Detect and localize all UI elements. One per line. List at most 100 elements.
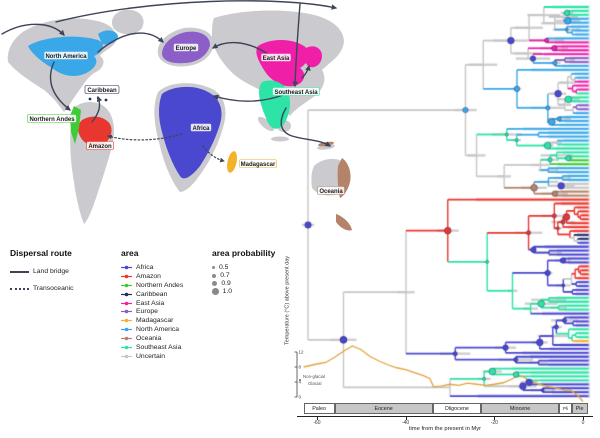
legend-item-land-bridge: Land bridge [10, 268, 74, 275]
legend-area-item: North America [121, 325, 183, 334]
legend-area-item: Uncertain [121, 352, 183, 361]
region-oceania-nz [336, 214, 352, 231]
legend-area: area Africa Amazon Northern Andes Caribb… [121, 248, 183, 361]
route-amazon-to-caribbean [91, 95, 103, 123]
route-africa-to-madagascar [202, 145, 225, 163]
area-key-icon [121, 292, 132, 296]
region-caribbean-1 [88, 97, 92, 101]
epoch-pli: Pli [559, 403, 572, 414]
transoceanic-line-icon [10, 287, 29, 290]
map-label-oceania: Oceania [317, 186, 345, 195]
route-north-america-to-europe [97, 32, 164, 53]
svg-text:Oceania: Oceania [319, 189, 343, 195]
area-key-icon [121, 354, 132, 359]
annotation-glacial: Glacial [308, 381, 322, 386]
legend-area-item: Oceania [121, 334, 183, 343]
area-key-icon [121, 318, 132, 323]
svg-text:Southeast Asia: Southeast Asia [274, 90, 318, 96]
epoch-paleo: Paleo [303, 403, 335, 414]
svg-text:4: 4 [299, 380, 302, 385]
area-key-icon [121, 336, 132, 341]
map-label-europe: Europe [173, 43, 199, 52]
svg-text:Europe: Europe [176, 46, 197, 52]
map-label-madagascar: Madagascar [239, 159, 277, 168]
svg-text:Amazon: Amazon [88, 144, 112, 150]
svg-text:Northern Andes: Northern Andes [29, 117, 75, 123]
area-key-icon [121, 345, 132, 350]
time-axis-line [297, 416, 593, 417]
area-key-icon [121, 310, 132, 314]
route-southeast-asia-to-africa [212, 94, 284, 102]
time-axis-label: time from the present in Myr [408, 426, 482, 432]
svg-text:Caribbean: Caribbean [87, 88, 117, 94]
glacial-threshold-dot-icon [299, 379, 302, 382]
legend-probability-item: 0.5 [212, 264, 275, 272]
area-key-icon [121, 265, 132, 270]
time-tick [583, 417, 584, 420]
time-tick [494, 417, 496, 420]
world-map: North America Caribbean Northern Andes A… [1, 0, 352, 231]
epoch-ple: Ple [571, 403, 588, 414]
region-east-asia-lobe [303, 46, 322, 68]
region-amazon [78, 116, 112, 147]
land-java [271, 136, 289, 142]
legend-probability-item: 0.7 [212, 272, 275, 280]
map-label-amazon: Amazon [86, 141, 114, 150]
legend-dispersal-title: Dispersal route [10, 248, 72, 258]
area-key-icon [121, 327, 132, 332]
svg-text:East Asia: East Asia [263, 56, 290, 62]
legend-area-item: Amazon [121, 272, 183, 281]
area-key-icon [121, 274, 132, 279]
region-caribbean-3 [104, 98, 108, 102]
probability-dot-icon [212, 266, 215, 270]
epoch-miocene: Miocene [480, 403, 560, 414]
probability-dot-icon [212, 281, 218, 287]
map-label-east-asia: East Asia [260, 53, 292, 62]
legend-probability-item: 1.0 [212, 288, 275, 296]
probability-dot-icon [212, 288, 219, 295]
map-label-caribbean: Caribbean [84, 85, 120, 94]
legend-area-title: area [121, 248, 139, 258]
temperature-axis: 0 4 8 12 [294, 350, 305, 400]
map-labels: North America Caribbean Northern Andes A… [27, 43, 345, 195]
legend-area-item: Southeast Asia [121, 343, 183, 352]
legend-probability-item: 0.9 [212, 280, 275, 288]
legend-area-item: Caribbean [121, 290, 183, 299]
map-label-southeast-asia: Southeast Asia [272, 87, 320, 96]
svg-text:Africa: Africa [192, 126, 210, 132]
svg-text:0: 0 [299, 395, 302, 400]
route-north-america-to-northern-andes [49, 61, 71, 111]
annotation-non-glacial: Non-glacial [303, 374, 325, 379]
legend-area-probability: area probability 0.5 0.7 0.9 1.0 [212, 248, 275, 296]
epoch-eocene: Eocene [334, 403, 433, 414]
route-africa-to-amazon [107, 133, 183, 141]
route-west-to-north-america [1, 23, 65, 36]
legend-area-item: Northern Andes [121, 281, 183, 290]
route-southeast-asia-to-east-asia [301, 64, 311, 79]
area-key-icon [121, 301, 132, 305]
epoch-oligocene: Oligocene [432, 403, 481, 414]
route-southeast-asia-to-oceania [280, 107, 331, 147]
svg-text:North America: North America [45, 54, 87, 60]
region-africa [159, 86, 222, 179]
legend-dispersal-route: Dispersal route Land bridge Transoceanic [10, 248, 74, 292]
dispersal-routes [1, 0, 338, 163]
legend-area-item: Africa [121, 263, 183, 272]
probability-dot-icon [212, 273, 217, 278]
route-beringia-to-southeast-asia [292, 3, 301, 88]
land-philippines [290, 97, 298, 111]
time-tick [405, 417, 407, 420]
time-tick [316, 417, 318, 420]
svg-text:8: 8 [299, 365, 302, 370]
area-key-icon [121, 283, 132, 288]
legend-area-item: East Asia [121, 299, 183, 308]
region-madagascar [227, 151, 237, 173]
route-north-america-to-east-asia [55, 0, 338, 23]
land-greenland [112, 9, 144, 35]
svg-text:12: 12 [299, 350, 305, 355]
map-label-north-america: North America [43, 51, 89, 60]
land-sumatra [257, 116, 275, 132]
route-east-asia-to-europe [212, 41, 269, 55]
temperature-axis-label: Temperature (°C) above present day [284, 255, 291, 346]
svg-text:Madagascar: Madagascar [241, 162, 276, 168]
